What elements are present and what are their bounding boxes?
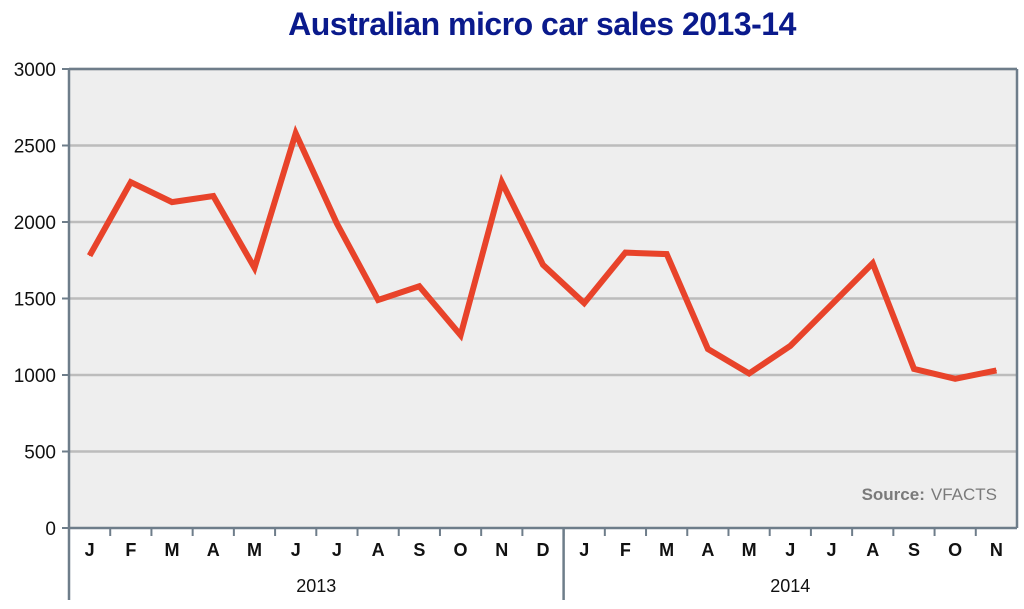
data-point bbox=[707, 348, 709, 350]
x-tick-label: J bbox=[579, 540, 589, 560]
y-axis-ticks: 0 500 1000 1500 2000 2500 3000 bbox=[14, 60, 69, 540]
data-point bbox=[542, 264, 544, 266]
data-point bbox=[954, 378, 956, 380]
data-point bbox=[130, 181, 132, 183]
data-point bbox=[666, 253, 668, 255]
year-label: 2014 bbox=[770, 576, 810, 596]
data-point bbox=[295, 132, 297, 134]
axes bbox=[67, 67, 1019, 530]
data-point bbox=[336, 223, 338, 225]
x-tick-label: S bbox=[413, 540, 425, 560]
x-tick-label: N bbox=[990, 540, 1003, 560]
data-point bbox=[995, 369, 997, 371]
data-point bbox=[872, 262, 874, 264]
data-point bbox=[913, 368, 915, 370]
data-point bbox=[501, 181, 503, 183]
data-point bbox=[171, 201, 173, 203]
x-tick-label: N bbox=[495, 540, 508, 560]
y-tick-label: 2500 bbox=[14, 137, 56, 158]
x-tick-label: S bbox=[908, 540, 920, 560]
data-point bbox=[460, 334, 462, 336]
x-tick-label: M bbox=[659, 540, 674, 560]
x-tick-label: A bbox=[372, 540, 385, 560]
x-axis-ticks: J F M A M J J A S O N D J F M A M J J A S O N 2013 2014 bbox=[67, 528, 1003, 600]
y-tick-label: 1000 bbox=[14, 366, 56, 387]
data-point bbox=[377, 299, 379, 301]
x-tick-label: J bbox=[291, 540, 301, 560]
data-point bbox=[212, 195, 214, 197]
data-point bbox=[831, 304, 833, 306]
y-tick-label: 1500 bbox=[14, 290, 56, 311]
x-tick-label: J bbox=[785, 540, 795, 560]
x-tick-label: J bbox=[85, 540, 95, 560]
source-note: Source: VFACTS bbox=[862, 485, 997, 504]
y-tick-label: 3000 bbox=[14, 60, 56, 81]
y-tick-label: 2000 bbox=[14, 213, 56, 234]
x-tick-label: O bbox=[454, 540, 468, 560]
x-tick-label: A bbox=[701, 540, 714, 560]
x-tick-label: D bbox=[537, 540, 550, 560]
data-point bbox=[583, 302, 585, 304]
x-tick-label: F bbox=[125, 540, 136, 560]
x-tick-label: J bbox=[332, 540, 342, 560]
x-tick-label: F bbox=[620, 540, 631, 560]
x-tick-label: M bbox=[247, 540, 262, 560]
source-value: VFACTS bbox=[931, 485, 997, 504]
x-tick-label: A bbox=[207, 540, 220, 560]
data-point bbox=[418, 285, 420, 287]
series-layer bbox=[86, 124, 997, 382]
y-tick-label: 500 bbox=[24, 443, 56, 464]
chart-title: Australian micro car sales 2013-14 bbox=[288, 6, 796, 42]
x-tick-label: O bbox=[948, 540, 962, 560]
y-tick-label: 0 bbox=[45, 519, 56, 540]
x-tick-label: A bbox=[866, 540, 879, 560]
data-point bbox=[89, 255, 91, 257]
data-point bbox=[748, 372, 750, 374]
data-point bbox=[253, 267, 255, 269]
data-point bbox=[789, 345, 791, 347]
data-point bbox=[624, 252, 626, 254]
x-tick-label: M bbox=[742, 540, 757, 560]
x-tick-label: M bbox=[165, 540, 180, 560]
source-label: Source: bbox=[862, 485, 925, 504]
year-label: 2013 bbox=[296, 576, 336, 596]
x-tick-label: J bbox=[827, 540, 837, 560]
